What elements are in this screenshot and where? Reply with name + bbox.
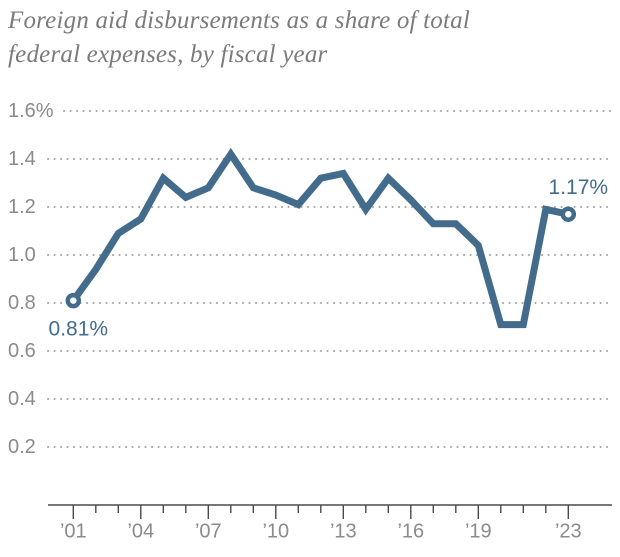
x-tick-label: ’13	[330, 521, 357, 543]
x-tick-label: ’04	[127, 521, 154, 543]
y-tick-label: 1.6%	[8, 100, 54, 122]
y-tick-label: 1.0	[8, 244, 36, 266]
data-series-line	[70, 147, 570, 329]
y-tick-label: 0.4	[8, 388, 36, 410]
y-tick-label: 0.2	[8, 436, 36, 458]
y-tick-label: 1.2	[8, 196, 36, 218]
x-tick-label: ’10	[262, 521, 289, 543]
chart-title: Foreign aid disbursements as a share of …	[8, 4, 470, 72]
chart-title-line1: Foreign aid disbursements as a share of …	[8, 7, 471, 34]
y-tick-label: 0.6	[8, 340, 36, 362]
x-tick-label: ’23	[555, 521, 582, 543]
point-annotation: 0.81%	[49, 318, 109, 341]
chart-title-line2: federal expenses, by fiscal year	[8, 41, 328, 68]
endpoint-marker	[65, 292, 82, 309]
endpoint-marker	[560, 206, 577, 222]
x-tick-label: ’01	[60, 521, 87, 543]
x-tick-label: ’16	[397, 521, 424, 543]
x-tick-label: ’19	[465, 521, 492, 543]
x-tick-label: ’07	[195, 521, 222, 543]
y-tick-label: 0.8	[8, 292, 36, 314]
point-annotation: 1.17%	[549, 176, 609, 199]
y-tick-label: 1.4	[8, 148, 36, 170]
